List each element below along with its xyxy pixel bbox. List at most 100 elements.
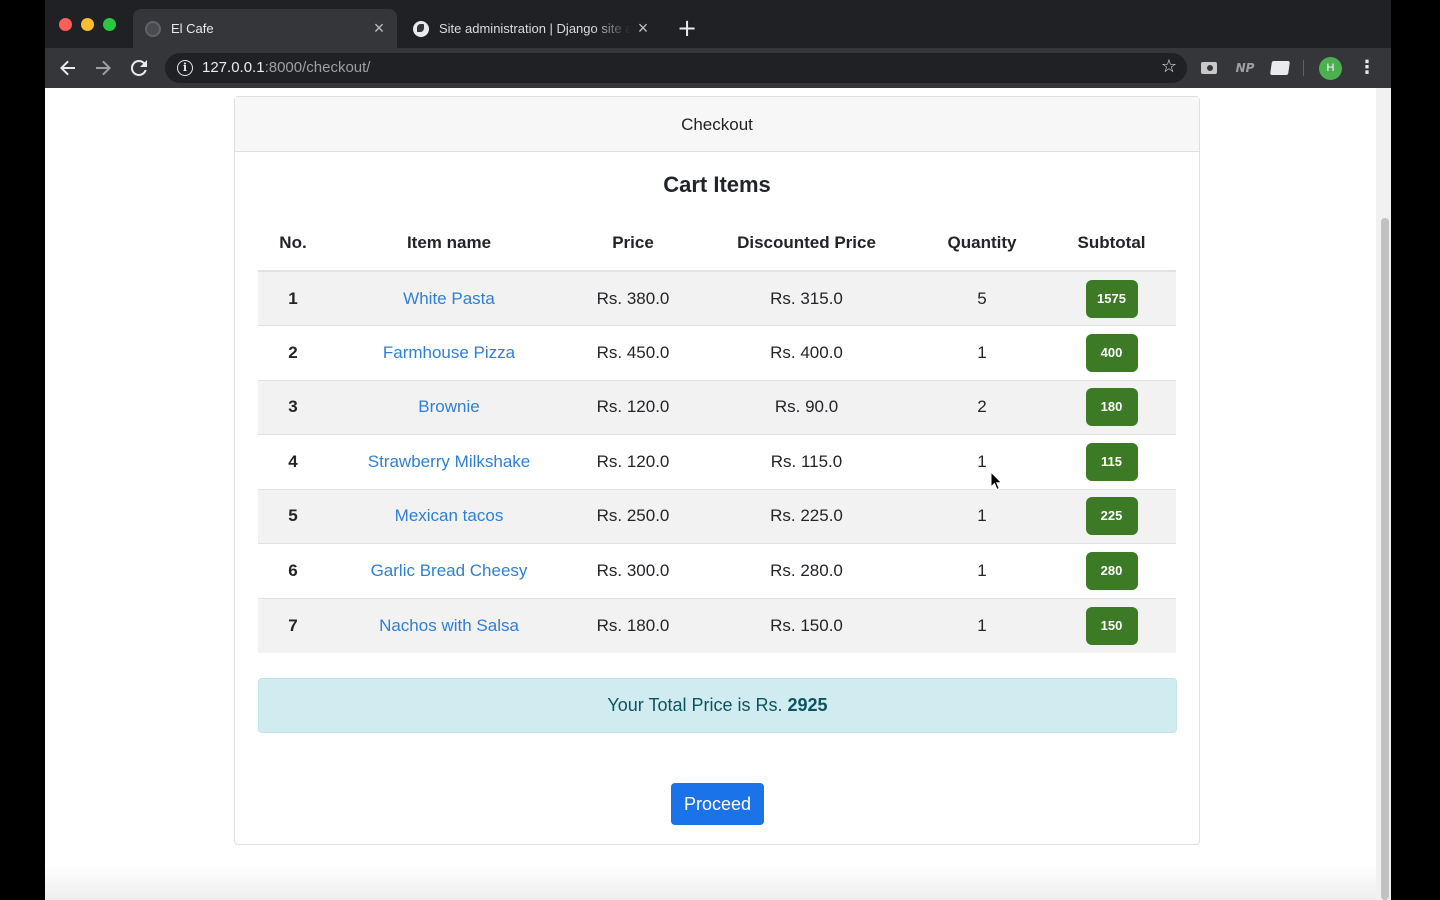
desktop-background-strip: [1391, 0, 1440, 900]
address-bar[interactable]: i 127.0.0.1:8000/checkout/ ☆: [165, 53, 1187, 83]
scrollbar-thumb[interactable]: [1381, 218, 1389, 900]
quantity-cell: 1: [917, 325, 1047, 380]
table-row: 7 Nachos with Salsa Rs. 180.0 Rs. 150.0 …: [258, 597, 1176, 653]
mouse-cursor-icon: [990, 471, 1003, 491]
subtotal-badge: 225: [1085, 497, 1138, 536]
total-price-label: Your Total Price is Rs.: [607, 695, 783, 715]
screenshot-extension-icon[interactable]: [1269, 58, 1291, 78]
price-cell: Rs. 250.0: [570, 488, 696, 544]
discounted-price-cell: Rs. 280.0: [696, 543, 917, 598]
quantity-cell: 2: [917, 379, 1047, 435]
discounted-price-cell: Rs. 90.0: [696, 379, 917, 435]
price-cell: Rs. 450.0: [570, 325, 696, 380]
item-name-cell: Farmhouse Pizza: [328, 325, 570, 380]
column-header-subtotal: Subtotal: [1047, 215, 1176, 272]
item-name-cell: Nachos with Salsa: [328, 597, 570, 653]
close-tab-icon[interactable]: ×: [373, 18, 385, 38]
subtotal-cell: 150: [1047, 597, 1176, 653]
item-name-cell: Garlic Bread Cheesy: [328, 543, 570, 598]
table-row: 4 Strawberry Milkshake Rs. 120.0 Rs. 115…: [258, 434, 1176, 489]
row-number: 1: [258, 270, 328, 326]
item-link[interactable]: Garlic Bread Cheesy: [370, 560, 528, 580]
profile-avatar[interactable]: H: [1319, 57, 1342, 80]
url-text[interactable]: 127.0.0.1:8000/checkout/: [202, 59, 370, 76]
tab-title: Site administration | Django site admin: [439, 21, 631, 36]
row-number: 3: [258, 379, 328, 435]
kebab-menu-icon[interactable]: ⋮: [1358, 57, 1376, 78]
minimize-window-button[interactable]: [81, 18, 94, 31]
price-cell: Rs. 300.0: [570, 543, 696, 598]
close-window-button[interactable]: [59, 18, 72, 31]
subtotal-cell: 400: [1047, 325, 1176, 380]
row-number: 4: [258, 434, 328, 489]
price-cell: Rs. 380.0: [570, 270, 696, 326]
item-link[interactable]: Farmhouse Pizza: [382, 342, 516, 362]
discounted-price-cell: Rs. 150.0: [696, 597, 917, 653]
subtotal-cell: 180: [1047, 379, 1176, 435]
column-header-quantity: Quantity: [917, 215, 1047, 272]
quantity-cell: 1: [917, 488, 1047, 544]
price-cell: Rs. 120.0: [570, 379, 696, 435]
star-icon[interactable]: ☆: [1160, 56, 1177, 77]
column-header-price: Price: [570, 215, 696, 272]
item-link[interactable]: White Pasta: [403, 288, 495, 308]
default-favicon-icon: [145, 20, 161, 37]
table-row: 6 Garlic Bread Cheesy Rs. 300.0 Rs. 280.…: [258, 543, 1176, 598]
browser-toolbar: i 127.0.0.1:8000/checkout/ ☆ NP H ⋮: [45, 48, 1391, 88]
subtotal-cell: 280: [1047, 543, 1176, 598]
subtotal-badge: 115: [1085, 442, 1138, 481]
item-link[interactable]: Brownie: [418, 397, 480, 417]
tab-el-cafe[interactable]: El Cafe ×: [133, 9, 397, 48]
card-header: Checkout: [235, 97, 1199, 152]
subtotal-badge: 180: [1085, 388, 1138, 427]
close-tab-icon[interactable]: ×: [637, 18, 649, 38]
quantity-cell: 1: [917, 597, 1047, 653]
price-cell: Rs. 180.0: [570, 597, 696, 653]
item-name-cell: Brownie: [328, 379, 570, 435]
checkout-card: Checkout Cart Items No. Item name Price …: [234, 96, 1200, 845]
back-arrow-icon[interactable]: [54, 54, 82, 82]
url-host: 127.0.0.1: [202, 59, 265, 76]
item-name-cell: Strawberry Milkshake: [328, 434, 570, 489]
price-cell: Rs. 120.0: [570, 434, 696, 489]
camera-extension-icon[interactable]: [1198, 58, 1220, 78]
table-row: 1 White Pasta Rs. 380.0 Rs. 315.0 5 1575: [258, 270, 1176, 326]
discounted-price-cell: Rs. 225.0: [696, 488, 917, 544]
total-price-alert: Your Total Price is Rs. 2925: [258, 678, 1177, 733]
item-link[interactable]: Nachos with Salsa: [379, 615, 519, 635]
table-row: 5 Mexican tacos Rs. 250.0 Rs. 225.0 1 22…: [258, 488, 1176, 544]
page-content: Checkout Cart Items No. Item name Price …: [45, 88, 1391, 900]
column-header-item-name: Item name: [328, 215, 570, 272]
subtotal-badge: 280: [1085, 551, 1138, 590]
proceed-button[interactable]: Proceed: [671, 783, 764, 825]
reload-icon[interactable]: [125, 54, 153, 82]
forward-arrow-icon[interactable]: [89, 54, 117, 82]
page-scrollbar[interactable]: [1376, 88, 1391, 900]
total-price-value: 2925: [787, 695, 828, 715]
quantity-cell: 1: [917, 543, 1047, 598]
subtotal-cell: 225: [1047, 488, 1176, 544]
np-extension-icon[interactable]: NP: [1235, 61, 1255, 75]
globe-favicon-icon: [413, 20, 429, 37]
quantity-cell: 1: [917, 434, 1047, 489]
url-path: :8000/checkout/: [264, 59, 371, 76]
page-bottom-edge: [45, 864, 1391, 900]
item-name-cell: White Pasta: [328, 270, 570, 326]
subtotal-badge: 150: [1085, 606, 1138, 645]
zoom-window-button[interactable]: [103, 18, 116, 31]
subtotal-badge: 1575: [1085, 279, 1138, 318]
row-number: 6: [258, 543, 328, 598]
site-info-icon[interactable]: i: [177, 60, 193, 76]
tab-django-admin[interactable]: Site administration | Django site admin …: [401, 9, 661, 48]
new-tab-button[interactable]: +: [676, 14, 698, 42]
table-header-row: No. Item name Price Discounted Price Qua…: [258, 215, 1176, 272]
item-link[interactable]: Strawberry Milkshake: [367, 451, 531, 471]
tab-title: El Cafe: [171, 21, 214, 36]
cart-table: No. Item name Price Discounted Price Qua…: [258, 215, 1176, 653]
subtotal-cell: 115: [1047, 434, 1176, 489]
item-name-cell: Mexican tacos: [328, 488, 570, 544]
browser-window: El Cafe × Site administration | Django s…: [45, 0, 1391, 900]
item-link[interactable]: Mexican tacos: [394, 506, 504, 526]
table-row: 3 Brownie Rs. 120.0 Rs. 90.0 2 180: [258, 379, 1176, 435]
